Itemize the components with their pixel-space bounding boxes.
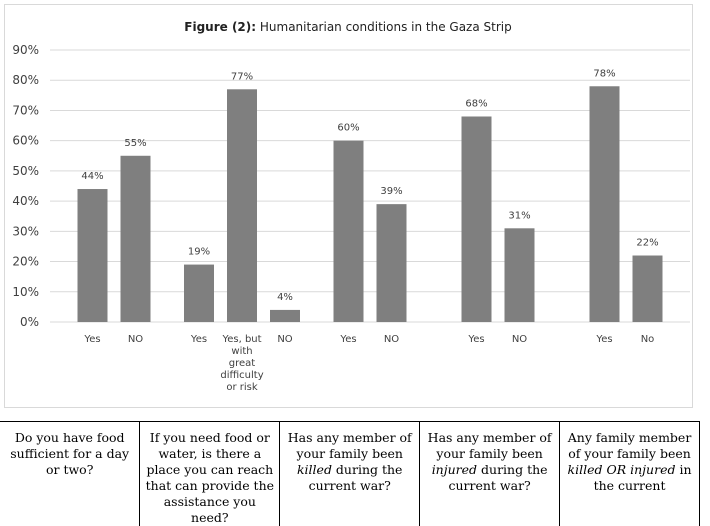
y-tick-label: 50% bbox=[12, 164, 39, 178]
data-label: 77% bbox=[231, 71, 253, 82]
category-label: NO bbox=[277, 334, 292, 345]
question-injured-before: Has any member of your family been bbox=[428, 430, 552, 461]
bar bbox=[505, 228, 535, 322]
category-label: with bbox=[231, 346, 252, 357]
category-label: or risk bbox=[226, 382, 258, 393]
bar bbox=[227, 89, 257, 322]
bar bbox=[270, 310, 300, 322]
question-killed-or-injured-em: killed OR injured bbox=[568, 462, 676, 477]
bar bbox=[184, 265, 214, 322]
question-food-text: Do you have food sufficient for a day or… bbox=[10, 430, 129, 477]
bar bbox=[121, 156, 151, 322]
category-label: NO bbox=[512, 334, 527, 345]
bar bbox=[334, 141, 364, 322]
y-tick-label: 20% bbox=[12, 255, 39, 269]
category-label: Yes bbox=[83, 334, 100, 345]
data-label: 44% bbox=[81, 171, 103, 182]
bar bbox=[633, 256, 663, 322]
question-assistance-text: If you need food or water, is there a pl… bbox=[146, 430, 274, 525]
y-tick-label: 60% bbox=[12, 134, 39, 148]
data-label: 60% bbox=[337, 123, 359, 134]
question-injured-em: injured bbox=[432, 462, 477, 477]
data-label: 55% bbox=[124, 138, 146, 149]
category-label: NO bbox=[384, 334, 399, 345]
question-cell-food: Do you have food sufficient for a day or… bbox=[0, 422, 140, 526]
category-label: NO bbox=[128, 334, 143, 345]
data-label: 22% bbox=[636, 238, 658, 249]
data-label: 31% bbox=[508, 210, 530, 221]
question-killed-before: Has any member of your family been bbox=[288, 430, 412, 461]
y-tick-label: 0% bbox=[20, 315, 39, 329]
chart-frame: Figure (2): Humanitarian conditions in t… bbox=[4, 4, 693, 408]
category-label: difficulty bbox=[220, 370, 263, 381]
category-label: No bbox=[641, 334, 655, 345]
question-killed-or-injured-before: Any family member of your family been bbox=[568, 430, 692, 461]
bar bbox=[590, 86, 620, 322]
question-cell-killed-or-injured: Any family member of your family been ki… bbox=[560, 422, 700, 526]
bar bbox=[462, 116, 492, 322]
y-tick-label: 10% bbox=[12, 285, 39, 299]
data-label: 78% bbox=[593, 68, 615, 79]
chart-title: Figure (2): Humanitarian conditions in t… bbox=[184, 20, 511, 34]
question-cell-injured: Has any member of your family been injur… bbox=[420, 422, 560, 526]
data-label: 39% bbox=[380, 186, 402, 197]
category-label: Yes bbox=[467, 334, 484, 345]
data-label: 19% bbox=[188, 247, 210, 258]
category-label: Yes, but bbox=[221, 334, 261, 345]
bars: 44% Yes 55% NO 19% Yes 77% Yes, butwithgreatdif… bbox=[78, 68, 663, 393]
y-tick-label: 30% bbox=[12, 224, 39, 238]
bar bbox=[377, 204, 407, 322]
y-tick-label: 40% bbox=[12, 194, 39, 208]
y-axis-ticks: 90% 80% 70% 60% 50% 40% 30% 20% 10% 0% bbox=[12, 43, 39, 329]
category-label: Yes bbox=[339, 334, 356, 345]
question-row: Do you have food sufficient for a day or… bbox=[0, 422, 700, 526]
category-label: Yes bbox=[595, 334, 612, 345]
y-tick-label: 90% bbox=[12, 43, 39, 57]
y-tick-label: 80% bbox=[12, 73, 39, 87]
question-killed-em: killed bbox=[297, 462, 332, 477]
bar bbox=[78, 189, 108, 322]
category-label: Yes bbox=[190, 334, 207, 345]
question-cell-assistance: If you need food or water, is there a pl… bbox=[140, 422, 280, 526]
question-table: Do you have food sufficient for a day or… bbox=[0, 421, 700, 526]
bar-chart: Figure (2): Humanitarian conditions in t… bbox=[5, 5, 692, 407]
y-tick-label: 70% bbox=[12, 103, 39, 117]
chart-title-bold: Figure (2): bbox=[184, 20, 256, 34]
category-label: great bbox=[229, 358, 256, 369]
chart-title-rest: Humanitarian conditions in the Gaza Stri… bbox=[256, 20, 512, 34]
question-cell-killed: Has any member of your family been kille… bbox=[280, 422, 420, 526]
data-label: 68% bbox=[465, 98, 487, 109]
data-label: 4% bbox=[277, 292, 293, 303]
